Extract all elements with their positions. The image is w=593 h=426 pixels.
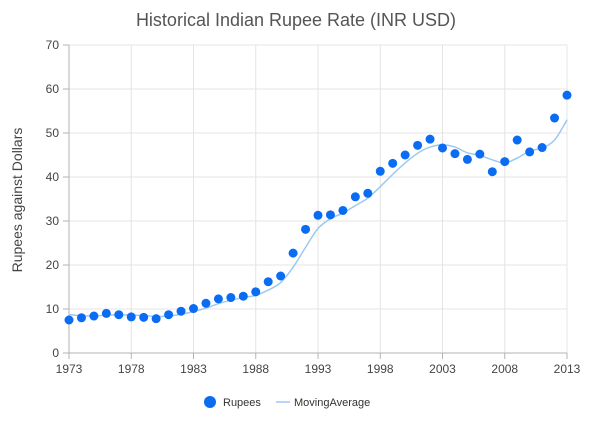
data-point[interactable] — [525, 147, 535, 157]
data-point[interactable] — [363, 188, 373, 198]
data-point[interactable] — [338, 205, 348, 215]
data-point[interactable] — [89, 311, 99, 321]
y-tick-label: 0 — [52, 346, 59, 360]
data-point[interactable] — [475, 149, 485, 159]
grid-lines — [69, 44, 568, 353]
data-point[interactable] — [76, 313, 86, 323]
data-point[interactable] — [550, 113, 560, 123]
data-point[interactable] — [512, 135, 522, 145]
data-point[interactable] — [301, 224, 311, 234]
x-tick-label: 1993 — [305, 362, 332, 376]
data-point[interactable] — [438, 143, 447, 153]
data-point[interactable] — [375, 166, 385, 176]
data-point[interactable] — [500, 157, 510, 167]
x-tick-label: 2008 — [491, 362, 518, 376]
legend-label-rupees: Rupees — [223, 397, 261, 409]
data-point[interactable] — [164, 310, 174, 320]
data-point[interactable] — [126, 312, 136, 322]
x-tick-label: 1983 — [180, 362, 207, 376]
x-tick-label: 2013 — [554, 362, 581, 376]
y-tick-label: 30 — [46, 214, 60, 228]
data-point[interactable] — [213, 294, 223, 304]
y-tick-label: 20 — [46, 258, 60, 272]
data-point[interactable] — [101, 308, 111, 318]
data-point[interactable] — [425, 134, 435, 144]
x-tick-label: 2003 — [429, 362, 456, 376]
y-tick-label: 10 — [46, 302, 60, 316]
data-point[interactable] — [238, 291, 248, 301]
x-tick-label: 1988 — [242, 362, 269, 376]
data-point[interactable] — [487, 167, 497, 177]
y-tick-label: 50 — [46, 126, 60, 140]
data-point[interactable] — [462, 154, 472, 164]
data-point[interactable] — [400, 150, 410, 160]
data-point[interactable] — [388, 158, 398, 168]
data-point[interactable] — [114, 310, 124, 320]
data-point[interactable] — [562, 90, 572, 100]
data-point[interactable] — [450, 149, 460, 159]
legend-label-movingaverage: MovingAverage — [294, 397, 370, 409]
data-point[interactable] — [176, 306, 186, 316]
y-tick-label: 40 — [46, 170, 60, 184]
data-point[interactable] — [413, 140, 423, 150]
y-axis-ticks: 0 10 20 30 40 50 60 70 — [46, 38, 69, 360]
y-axis-label: Rupees against Dollars — [9, 128, 25, 273]
legend: Rupees MovingAverage — [204, 396, 370, 409]
data-point[interactable] — [64, 315, 74, 325]
y-tick-label: 70 — [46, 38, 60, 52]
data-point[interactable] — [263, 277, 273, 287]
data-point[interactable] — [313, 210, 323, 220]
x-axis-ticks: 1973 1978 1983 1988 1993 1998 2003 2008 2013 — [56, 353, 581, 376]
data-point[interactable] — [189, 304, 198, 314]
chart-title: Historical Indian Rupee Rate (INR USD) — [136, 10, 456, 30]
x-tick-label: 1998 — [367, 362, 394, 376]
data-point[interactable] — [251, 287, 261, 297]
data-point[interactable] — [325, 210, 335, 220]
legend-marker-rupees — [204, 396, 216, 408]
x-tick-label: 1978 — [118, 362, 145, 376]
data-point[interactable] — [276, 271, 286, 281]
data-point[interactable] — [139, 312, 149, 322]
data-point[interactable] — [288, 248, 298, 258]
x-tick-label: 1973 — [56, 362, 83, 376]
data-point[interactable] — [350, 192, 360, 202]
data-point[interactable] — [226, 293, 236, 303]
y-tick-label: 60 — [46, 82, 60, 96]
data-point[interactable] — [201, 298, 211, 308]
rupees-series — [64, 90, 572, 325]
data-point[interactable] — [151, 314, 161, 324]
data-point[interactable] — [537, 143, 547, 153]
